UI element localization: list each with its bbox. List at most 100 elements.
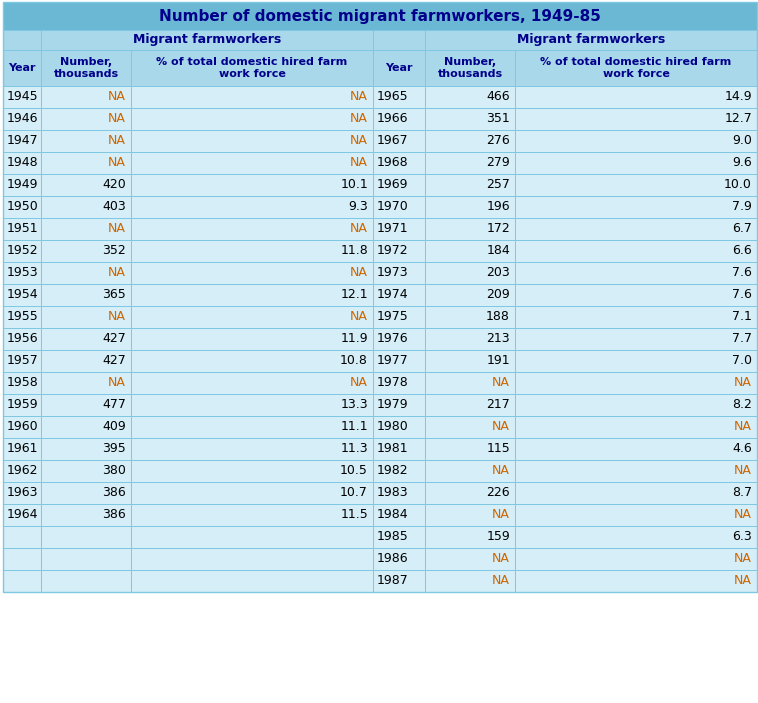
Bar [373, 416, 425, 438]
Bar [425, 50, 515, 86]
Bar [425, 284, 515, 306]
Bar [515, 262, 757, 284]
Bar [3, 130, 41, 152]
Text: 7.0: 7.0 [732, 354, 752, 368]
Bar [3, 328, 41, 350]
Bar [131, 218, 373, 240]
Text: 276: 276 [486, 134, 510, 148]
Bar [41, 504, 131, 526]
Bar [425, 372, 515, 394]
Bar [41, 350, 131, 372]
Text: 1959: 1959 [7, 399, 39, 411]
Bar [41, 570, 131, 592]
Bar [425, 394, 515, 416]
Text: NA: NA [350, 134, 368, 148]
Text: 226: 226 [487, 486, 510, 500]
Text: 1948: 1948 [7, 157, 39, 169]
Text: 115: 115 [486, 442, 510, 456]
Bar [515, 372, 757, 394]
Bar [425, 306, 515, 328]
Bar [515, 306, 757, 328]
Bar [515, 482, 757, 504]
Bar [131, 548, 373, 570]
Bar [515, 416, 757, 438]
Bar [425, 526, 515, 548]
Text: NA: NA [735, 420, 752, 434]
Bar [515, 548, 757, 570]
Bar [425, 438, 515, 460]
Text: 13.3: 13.3 [340, 399, 368, 411]
Bar [3, 570, 41, 592]
Bar [131, 196, 373, 218]
Text: 427: 427 [102, 333, 126, 345]
Bar [131, 372, 373, 394]
Text: 1986: 1986 [377, 553, 409, 565]
Text: 1974: 1974 [377, 288, 409, 302]
Bar [3, 372, 41, 394]
Text: 7.6: 7.6 [732, 288, 752, 302]
Text: NA: NA [492, 465, 510, 477]
Text: 10.5: 10.5 [340, 465, 368, 477]
Bar [131, 240, 373, 262]
Text: 409: 409 [102, 420, 126, 434]
Bar [515, 526, 757, 548]
Text: NA: NA [108, 377, 126, 389]
Bar [425, 350, 515, 372]
Bar [515, 284, 757, 306]
Bar [3, 284, 41, 306]
Bar [425, 262, 515, 284]
Text: NA: NA [492, 508, 510, 522]
Bar [373, 526, 425, 548]
Bar [131, 306, 373, 328]
Bar [3, 416, 41, 438]
Text: 9.3: 9.3 [348, 200, 368, 214]
Bar [131, 526, 373, 548]
Text: 184: 184 [486, 245, 510, 257]
Text: NA: NA [108, 157, 126, 169]
Bar [41, 152, 131, 174]
Bar [41, 50, 131, 86]
Bar [515, 460, 757, 482]
Bar [131, 130, 373, 152]
Bar [425, 328, 515, 350]
Bar [3, 2, 757, 30]
Text: 1982: 1982 [377, 465, 409, 477]
Text: NA: NA [735, 574, 752, 588]
Text: NA: NA [108, 311, 126, 323]
Bar [515, 504, 757, 526]
Text: NA: NA [492, 553, 510, 565]
Text: 159: 159 [486, 531, 510, 543]
Bar [515, 50, 757, 86]
Bar [41, 460, 131, 482]
Text: NA: NA [108, 134, 126, 148]
Text: 1962: 1962 [7, 465, 39, 477]
Text: 7.7: 7.7 [732, 333, 752, 345]
Text: NA: NA [735, 508, 752, 522]
Bar [373, 262, 425, 284]
Bar [41, 416, 131, 438]
Bar [41, 262, 131, 284]
Bar [3, 152, 41, 174]
Text: NA: NA [735, 553, 752, 565]
Text: 403: 403 [102, 200, 126, 214]
Bar [41, 548, 131, 570]
Text: 1951: 1951 [7, 223, 39, 236]
Text: 10.8: 10.8 [340, 354, 368, 368]
Text: 196: 196 [487, 200, 510, 214]
Text: 1949: 1949 [7, 179, 39, 191]
Bar [3, 174, 41, 196]
Bar [41, 438, 131, 460]
Bar [41, 30, 373, 50]
Text: 1975: 1975 [377, 311, 409, 323]
Text: 1971: 1971 [377, 223, 409, 236]
Text: 257: 257 [486, 179, 510, 191]
Text: 1958: 1958 [7, 377, 39, 389]
Bar [131, 504, 373, 526]
Bar [373, 240, 425, 262]
Text: 1946: 1946 [7, 112, 39, 126]
Bar [373, 218, 425, 240]
Bar [3, 306, 41, 328]
Bar [131, 174, 373, 196]
Bar [3, 218, 41, 240]
Bar [131, 152, 373, 174]
